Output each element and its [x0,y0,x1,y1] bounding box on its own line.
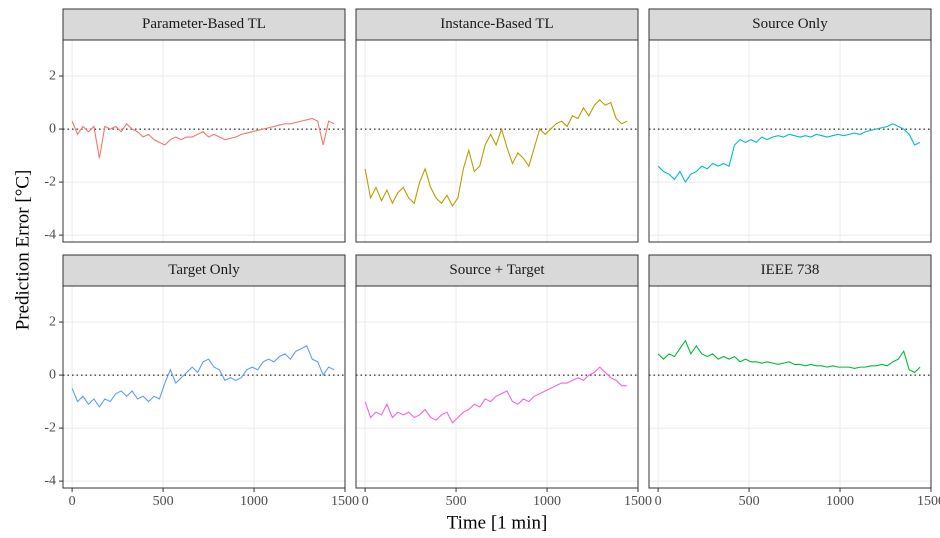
x-tick-label: 1000 [826,494,854,509]
x-tick-label: 1500 [917,494,940,509]
y-tick-label: -2 [44,174,56,189]
y-tick-label: 2 [49,68,56,83]
strip [62,8,346,41]
strip-title: Source + Target [449,262,545,278]
panel-border [355,285,639,489]
data-line [71,117,335,159]
x-axis-title: Time [1 min] [447,512,548,533]
panel-background [649,286,931,488]
x-tick-label: 0 [362,494,369,509]
panel-border [62,285,346,489]
data-line [657,123,921,184]
strip-title: Parameter-Based TL [142,16,266,32]
y-tick-label: -2 [44,420,56,435]
x-tick-label: 1000 [533,494,561,509]
x-tick-label: 1000 [240,494,268,509]
x-tick-label: 500 [739,494,760,509]
strip [355,254,639,287]
x-tick-label: 500 [153,494,174,509]
y-tick-label: 0 [49,121,56,136]
panel-border [648,285,932,489]
strip-title: Instance-Based TL [440,16,553,32]
strip [648,254,932,287]
strip-title: Source Only [752,16,828,32]
panel-background [63,286,345,488]
panel-border [355,39,639,243]
y-tick-label: 2 [49,314,56,329]
x-tick-label: 0 [69,494,76,509]
y-tick-label: -4 [44,227,56,242]
y-tick-label: -4 [44,473,56,488]
data-line [364,366,628,424]
panel-border [62,39,346,243]
strip [62,254,346,287]
panel-background [649,40,931,242]
y-tick-label: 0 [49,367,56,382]
strip-title: Target Only [168,262,240,278]
x-tick-label: 0 [655,494,662,509]
strip-title: IEEE 738 [761,262,820,278]
data-line [364,99,628,208]
y-axis-title: Prediction Error [°C] [12,170,33,331]
panel-border [648,39,932,243]
data-line [71,345,335,408]
panel-background [63,40,345,242]
x-tick-label: 500 [446,494,467,509]
x-tick-label: 1500 [624,494,652,509]
strip [355,8,639,41]
panel-background [356,286,638,488]
strip [648,8,932,41]
data-line [657,339,921,374]
x-tick-label: 1500 [331,494,359,509]
